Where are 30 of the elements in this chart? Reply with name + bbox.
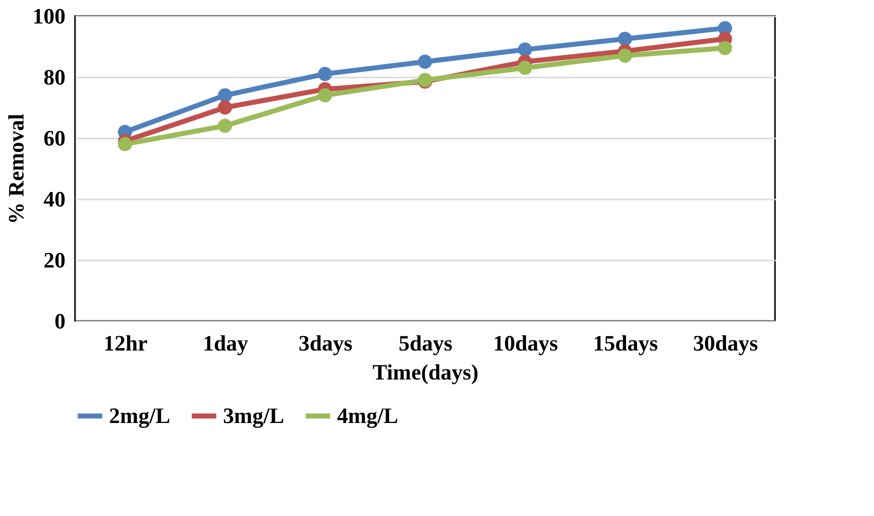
x-tick-label: 10days <box>493 330 558 356</box>
point <box>518 42 532 57</box>
x-tick-label: 12hr <box>104 330 148 356</box>
legend-label: 3mg/L <box>223 403 284 428</box>
legend-label: 4mg/L <box>337 403 398 428</box>
y-tick-label: 60 <box>44 126 66 150</box>
point <box>218 118 232 133</box>
x-tick-label: 15days <box>593 330 658 356</box>
point <box>618 32 632 46</box>
x-tick-label: 1day <box>202 330 248 356</box>
y-tick-label: 100 <box>32 4 66 28</box>
point <box>418 54 432 69</box>
point <box>318 66 332 82</box>
point <box>218 88 232 102</box>
point <box>718 40 732 56</box>
legend-label: 2mg/L <box>109 403 170 428</box>
x-tick-label: 5days <box>398 330 453 356</box>
point <box>218 100 232 115</box>
x-axis-title: Time(days) <box>372 360 478 384</box>
y-tick-label: 0 <box>54 308 66 334</box>
y-tick-label: 40 <box>44 186 66 212</box>
x-tick-label: 30days <box>693 330 758 356</box>
y-tick-label: 80 <box>44 64 66 90</box>
y-tick-label: 20 <box>44 248 66 272</box>
point <box>518 60 532 75</box>
y-axis-title: % Removal <box>4 114 28 224</box>
point <box>618 48 632 63</box>
x-tick-label: 3days <box>298 330 353 356</box>
point <box>318 88 332 102</box>
point <box>118 137 132 152</box>
